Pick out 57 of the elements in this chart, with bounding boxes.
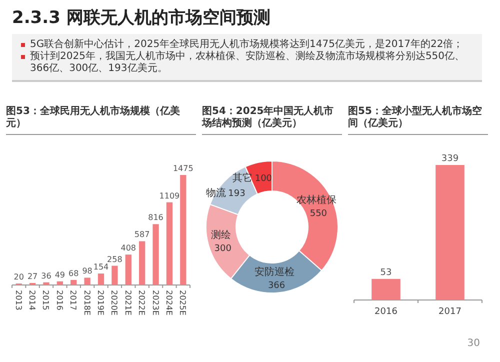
bar: [138, 241, 146, 285]
bar: [166, 202, 173, 285]
data-label: 68: [68, 268, 79, 278]
data-label: 53: [380, 268, 392, 278]
slice-label: 安防巡检: [254, 266, 295, 278]
data-label: 550: [310, 208, 328, 219]
slice-label: 物流: [206, 187, 226, 200]
bar: [56, 281, 64, 285]
chart-title: 图54：2025年中国无人机市场结构预测（亿美元）: [202, 106, 342, 135]
x-tick-label: 2016: [54, 290, 64, 310]
bar: [70, 280, 77, 285]
chart-title: 图55：全球小型无人机市场空间（亿美元）: [348, 106, 488, 135]
data-label: 816: [148, 213, 164, 222]
text: 2.3.3 网联无人机的市场空间预测: [12, 7, 272, 29]
text: 5G联合创新中心估计，2025年全球民用无人机市场规模将达到1475亿美元，是2017年的22倍；: [30, 39, 464, 50]
chart-title: 图53：全球民用无人机市场规模（亿美元）: [6, 106, 196, 135]
x-tick-label: 2019E: [96, 290, 105, 316]
data-label: 193: [228, 189, 246, 200]
bar: [180, 175, 186, 285]
data-label: 36: [41, 271, 52, 280]
x-tick-label: 2018E: [82, 290, 92, 316]
x-tick-label: 2025E: [178, 290, 188, 316]
data-label: 49: [54, 270, 66, 280]
slice-label: 测绘: [210, 228, 231, 241]
bar: [152, 224, 159, 285]
x-tick-label: 2017: [68, 290, 78, 310]
x-tick-label: 2022E: [137, 290, 146, 316]
data-label: 27: [27, 272, 38, 281]
x-tick-label: 2024E: [164, 290, 174, 316]
data-label: 366: [268, 280, 286, 291]
data-label: 587: [134, 230, 150, 240]
x-tick-label: 2016: [374, 307, 398, 317]
data-label: 408: [120, 244, 136, 253]
data-label: 154: [93, 262, 109, 272]
data-label: 98: [82, 266, 92, 276]
x-tick-label: 2021E: [123, 290, 132, 316]
data-label: 1109: [159, 191, 180, 200]
data-label: 339: [441, 154, 459, 164]
text: 30: [467, 338, 480, 349]
text: 预计到2025年，我国无人机市场中，农林植保、安防巡检、测绘及物流市场规模将分别达550亿、366亿、300亿、193亿美元。: [30, 51, 466, 75]
data-label: 100: [254, 174, 272, 184]
bar: [125, 254, 132, 285]
x-tick-label: 2020E: [110, 290, 119, 316]
bar: [43, 282, 50, 285]
slice-label: 其它: [232, 172, 252, 184]
data-label: 258: [107, 254, 122, 264]
x-tick-label: 2017: [438, 307, 462, 317]
bar: [112, 266, 118, 285]
bar: [98, 274, 104, 285]
x-tick-label: 2013: [14, 290, 23, 310]
data-label: 1475: [172, 164, 194, 173]
x-tick-label: 2014: [28, 290, 37, 310]
x-tick-label: 2015: [41, 290, 50, 310]
x-tick-label: 2023E: [150, 290, 160, 316]
bar: [84, 278, 90, 285]
data-label: 20: [14, 272, 24, 282]
data-label: 300: [214, 244, 232, 254]
